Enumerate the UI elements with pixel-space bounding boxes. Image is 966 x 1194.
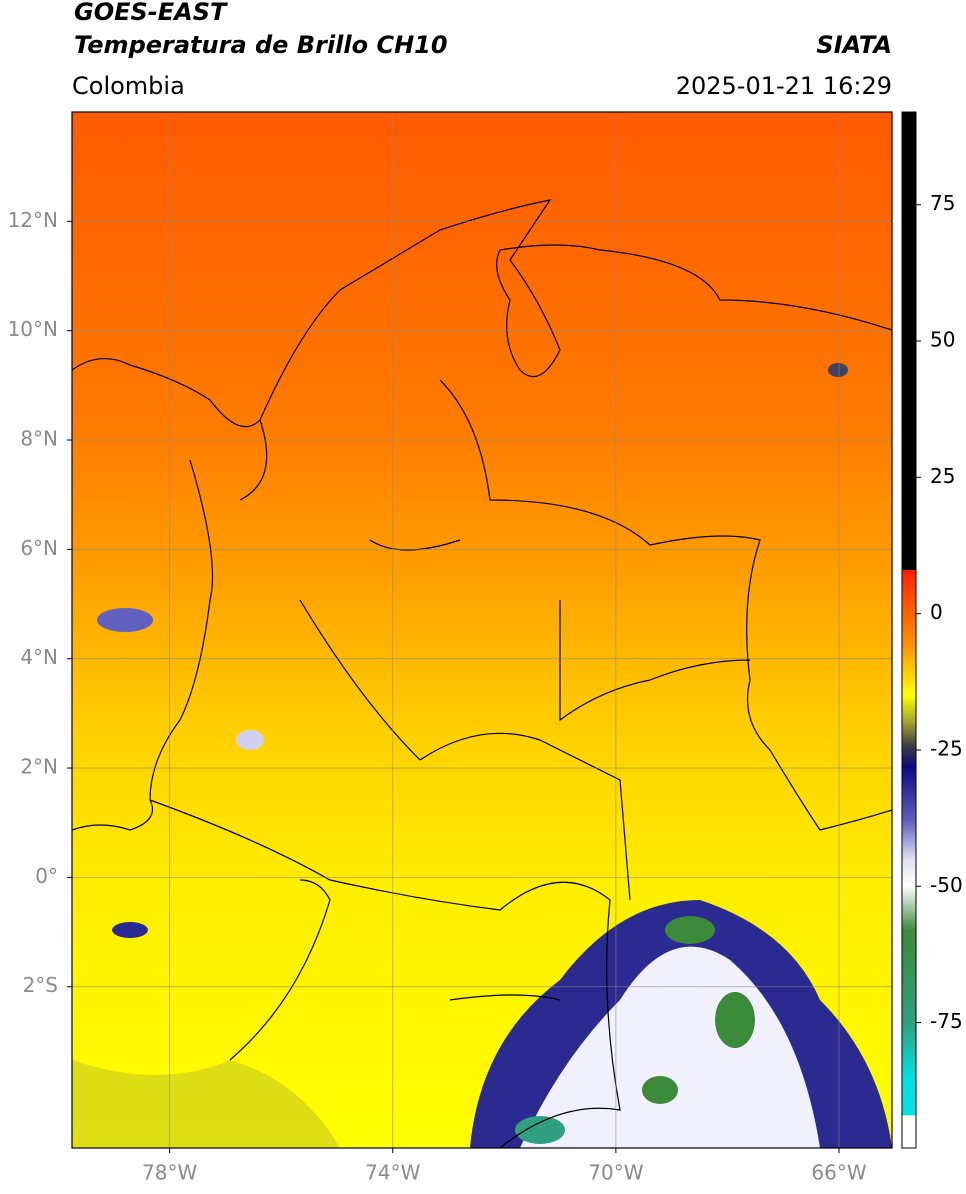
cloud-area: [112, 922, 148, 938]
timestamp: 2025-01-21 16:29: [676, 72, 892, 100]
colorbar-segment: [902, 570, 916, 642]
source: SIATA: [816, 31, 892, 59]
y-tick-label: 8°N: [20, 427, 58, 451]
cloud-area: [828, 363, 848, 377]
colorbar-frame: [901, 111, 917, 1149]
colorbar-segment: [902, 1077, 916, 1116]
cloud-area: [97, 608, 153, 632]
coastlines-borders: [72, 199, 892, 1148]
colorbar-segment: [902, 744, 916, 767]
colorbar-segment: [902, 929, 916, 1024]
colorbar: [902, 112, 916, 1149]
colorbar-segment: [902, 766, 916, 822]
cloud-core: [715, 992, 755, 1048]
y-tick-label: 2°S: [23, 973, 58, 997]
map-frame: [71, 111, 893, 1149]
cloud-area: [236, 730, 264, 750]
x-tick-label: 74°W: [365, 1161, 420, 1185]
colorbar-segment: [902, 695, 916, 724]
x-tick-label: 78°W: [142, 1161, 197, 1185]
y-tick-label: 10°N: [8, 317, 58, 341]
map-image: [72, 112, 892, 1148]
colorbar-segment: [902, 722, 916, 746]
colorbar-tick-label: -50: [930, 873, 963, 897]
grid: [72, 112, 892, 1148]
colorbar-segment: [902, 1115, 916, 1149]
cloud-core: [515, 1116, 565, 1144]
cloud-area: [72, 1060, 340, 1148]
colorbar-tick-label: 0: [930, 600, 943, 624]
y-tick-label: 2°N: [20, 755, 58, 779]
colorbar-tick-label: -25: [930, 736, 963, 760]
y-tick-label: 0°: [35, 864, 58, 888]
cloud-core: [642, 1076, 678, 1104]
x-tick-label: 66°W: [811, 1161, 866, 1185]
colorbar-segment: [902, 886, 916, 931]
colorbar-segment: [902, 820, 916, 860]
y-tick-label: 4°N: [20, 645, 58, 669]
colorbar-segment: [902, 112, 916, 571]
colorbar-tick-label: 50: [930, 328, 955, 352]
region: Colombia: [72, 72, 185, 100]
colorbar-segment: [902, 640, 916, 696]
colorbar-tick-label: 25: [930, 464, 955, 488]
cloud-core: [665, 916, 715, 944]
title: GOES-EAST: [74, 0, 228, 26]
x-tick-label: 70°W: [588, 1161, 643, 1185]
subtitle: Temperatura de Brillo CH10: [74, 31, 448, 59]
colorbar-segment: [902, 1022, 916, 1078]
colorbar-tick-label: 75: [930, 191, 955, 215]
y-tick-label: 12°N: [8, 208, 58, 232]
colorbar-tick-label: -75: [930, 1009, 963, 1033]
y-tick-label: 6°N: [20, 536, 58, 560]
colorbar-segment: [902, 859, 916, 887]
